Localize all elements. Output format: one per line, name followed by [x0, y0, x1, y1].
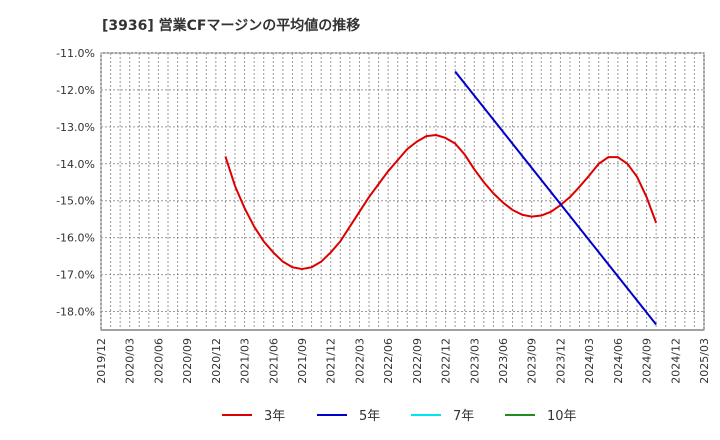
x-tick-label: 2022/12 — [440, 338, 453, 384]
series-line — [454, 70, 657, 326]
legend-label: 10年 — [547, 409, 577, 424]
chart-title: [3936] 営業CFマージンの平均値の推移 — [102, 17, 360, 34]
y-tick-label: -13.0% — [56, 121, 95, 134]
plot-area — [100, 52, 705, 331]
x-tick-label: 2020/12 — [210, 338, 223, 384]
x-tick-label: 2023/03 — [468, 338, 481, 384]
x-tick-label: 2020/09 — [181, 338, 194, 384]
x-tick-label: 2024/12 — [669, 338, 682, 384]
y-tick-label: -18.0% — [56, 306, 95, 319]
x-tick-label: 2024/03 — [583, 338, 596, 384]
x-tick-label: 2021/03 — [239, 338, 252, 384]
x-tick-label: 2024/06 — [612, 338, 625, 384]
y-tick-label: -12.0% — [56, 84, 95, 97]
y-tick-label: -17.0% — [56, 269, 95, 282]
x-tick-label: 2020/06 — [152, 338, 165, 384]
x-tick-label: 2025/03 — [698, 338, 711, 384]
x-tick-label: 2023/09 — [526, 338, 539, 384]
x-tick-label: 2019/12 — [95, 338, 108, 384]
legend: 3年 5年 7年 10年 — [222, 409, 577, 424]
x-tick-label: 2023/06 — [497, 338, 510, 384]
y-tick-label: -15.0% — [56, 195, 95, 208]
legend-label: 7年 — [453, 409, 474, 424]
x-tick-label: 2020/03 — [124, 338, 137, 384]
x-tick-label: 2021/12 — [325, 338, 338, 384]
x-tick-label: 2022/03 — [353, 338, 366, 384]
y-tick-label: -14.0% — [56, 158, 95, 171]
x-tick-label: 2021/06 — [267, 338, 280, 384]
x-tick-label: 2023/12 — [554, 338, 567, 384]
series-lines — [224, 70, 658, 326]
series-line — [224, 133, 658, 271]
y-tick-label: -11.0% — [56, 47, 95, 60]
legend-label: 5年 — [359, 409, 380, 424]
x-tick-label: 2022/06 — [382, 338, 395, 384]
y-axis: -11.0% -12.0% -13.0% -14.0% -15.0% -16.0% -17.… — [56, 47, 95, 319]
grid-lines — [100, 52, 705, 330]
legend-label: 3年 — [264, 409, 285, 424]
x-axis: 2019/12 2020/03 2020/06 2020/09 2020/12 2021/… — [95, 338, 711, 384]
x-tick-label: 2021/09 — [296, 338, 309, 384]
y-tick-label: -16.0% — [56, 232, 95, 245]
x-tick-label: 2024/09 — [641, 338, 654, 384]
x-tick-label: 2022/09 — [411, 338, 424, 384]
